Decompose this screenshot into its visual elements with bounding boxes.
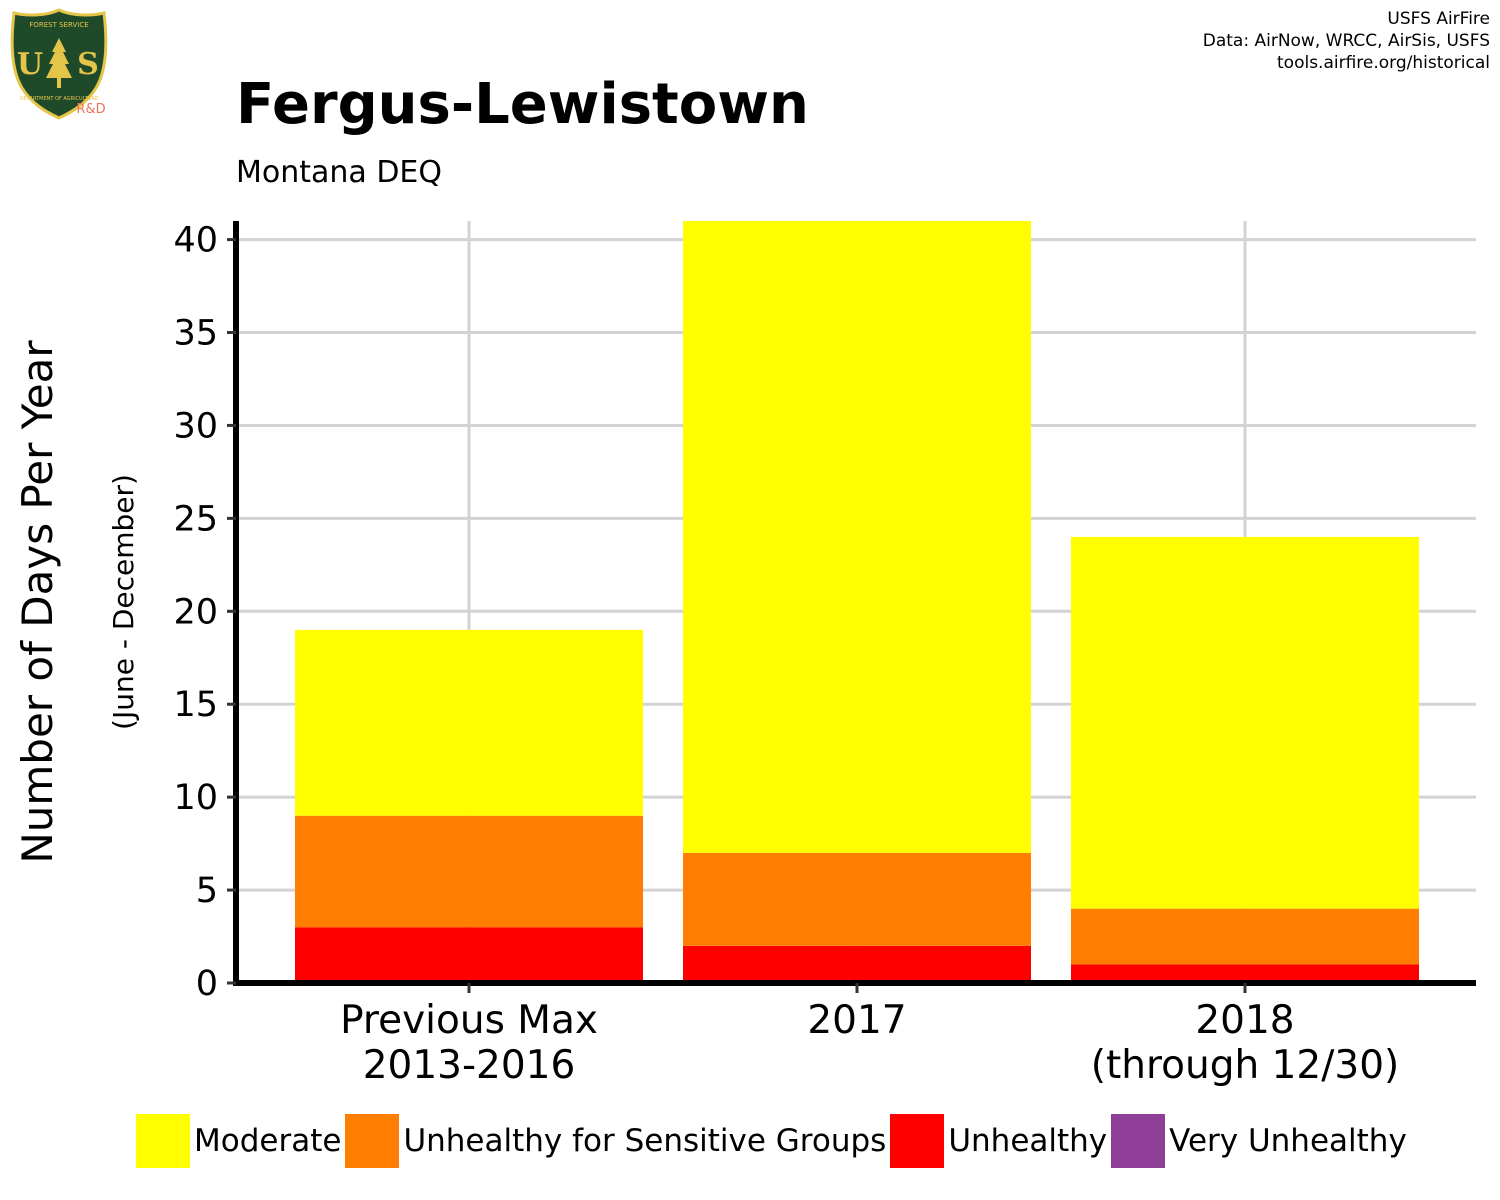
legend-swatch (136, 1114, 190, 1168)
source-credits: USFS AirFire Data: AirNow, WRCC, AirSis,… (1203, 8, 1490, 74)
legend-label: Unhealthy (948, 1123, 1108, 1159)
legend-item: Unhealthy (890, 1114, 1107, 1168)
y-tick-label: 5 (196, 871, 218, 911)
legend-label: Very Unhealthy (1169, 1123, 1407, 1159)
legend: Moderate Unhealthy for Sensitive Groups Un… (136, 1113, 1411, 1169)
x-tick-label: 2013-2016 (363, 1043, 576, 1088)
bar-segment (1071, 536, 1419, 909)
y-tick-label: 25 (173, 499, 218, 539)
bar-segment (295, 815, 643, 928)
logo-top-text: FOREST SERVICE (29, 21, 88, 29)
logo-letter-u: U (17, 47, 43, 82)
chart-subtitle: Montana DEQ (236, 155, 443, 190)
bar-segment (683, 221, 1031, 853)
x-tick-label: 2017 (807, 998, 906, 1043)
chart-title: Fergus-Lewistown (236, 72, 809, 137)
legend-swatch (345, 1114, 400, 1168)
legend-label: Unhealthy for Sensitive Groups (403, 1123, 887, 1159)
y-tick-label: 15 (173, 685, 218, 725)
bar-segment (683, 852, 1031, 946)
logo-bottom-text: DEPARTMENT OF AGRICULTURE (20, 96, 98, 102)
y-tick-label: 35 (173, 314, 218, 354)
legend-swatch (1111, 1114, 1166, 1168)
logo-badge: R&D (76, 102, 105, 117)
credit-line: USFS AirFire (1387, 9, 1490, 29)
y-tick-label: 30 (173, 406, 218, 446)
y-tick-label: 40 (173, 221, 218, 261)
x-tick-label: Previous Max (340, 998, 598, 1043)
y-tick-label: 20 (173, 592, 218, 632)
legend-item: Moderate (136, 1114, 341, 1168)
legend-item: Very Unhealthy (1111, 1114, 1407, 1168)
bar-segment (683, 945, 1031, 983)
bar-segment (295, 927, 643, 983)
x-tick-label: (through 12/30) (1091, 1043, 1399, 1088)
credit-line: Data: AirNow, WRCC, AirSis, USFS (1202, 31, 1490, 51)
y-axis-title: Number of Days Per Year (13, 340, 62, 864)
legend-item: Unhealthy for Sensitive Groups (345, 1114, 886, 1168)
bar-segment (295, 629, 643, 816)
y-tick-label: 0 (196, 964, 218, 1004)
logo-letter-s: S (77, 47, 99, 82)
credit-line: tools.airfire.org/historical (1277, 53, 1490, 73)
y-axis-subtitle: (June - December) (107, 474, 140, 730)
y-tick-label: 10 (173, 778, 218, 818)
legend-label: Moderate (194, 1123, 342, 1159)
x-tick-label: 2018 (1195, 998, 1294, 1043)
bar-segment (1071, 964, 1419, 983)
legend-swatch (890, 1114, 945, 1168)
bar-segment (1071, 908, 1419, 965)
forest-service-shield-logo: U S FOREST SERVICE DEPARTMENT OF AGRICUL… (10, 8, 108, 120)
